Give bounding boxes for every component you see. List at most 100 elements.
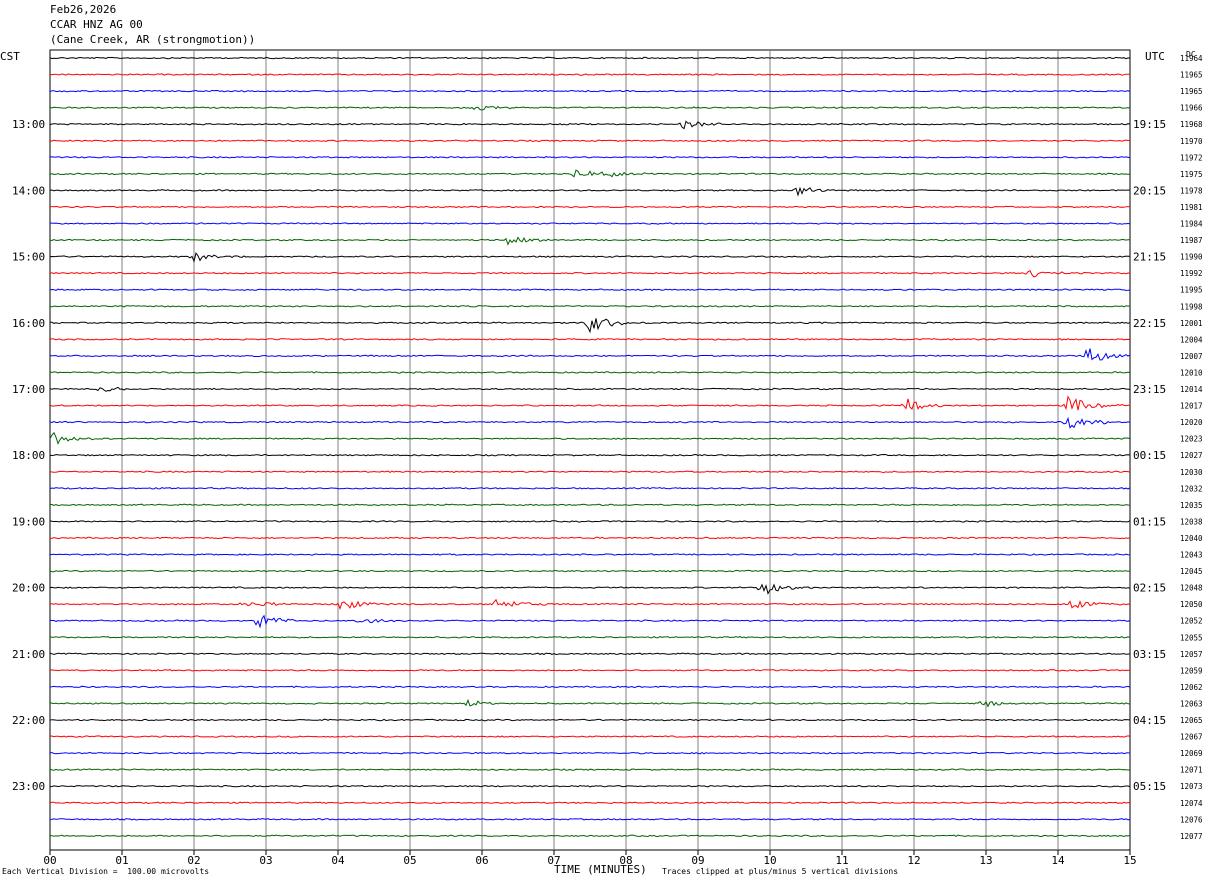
seismic-trace <box>50 503 1131 507</box>
dc-offset-label: 11972 <box>1180 153 1203 162</box>
seismic-trace <box>50 222 1131 225</box>
scale-note: Each Vertical Division = 100.00 microvol… <box>2 867 210 876</box>
dc-column-label: DC <box>1186 50 1196 59</box>
seismic-trace <box>49 636 1131 639</box>
seismic-trace <box>49 598 1131 610</box>
cst-hour-label: 18:00 <box>12 449 45 462</box>
dc-offset-label: 11968 <box>1180 120 1203 129</box>
seismic-trace <box>50 73 1131 76</box>
cst-hour-label: 22:00 <box>12 714 45 727</box>
seismic-trace <box>49 569 1131 573</box>
seismic-trace <box>49 236 1131 246</box>
dc-offset-label: 12071 <box>1180 766 1203 775</box>
dc-offset-label: 11987 <box>1180 236 1203 245</box>
utc-hour-label: 05:15 <box>1133 780 1166 793</box>
seismic-trace <box>49 251 1130 263</box>
seismic-trace <box>49 614 1131 629</box>
dc-offset-label: 12030 <box>1180 468 1203 477</box>
dc-offset-label: 12010 <box>1180 368 1203 377</box>
x-tick-label: 06 <box>475 854 488 867</box>
seismic-trace <box>49 395 1130 411</box>
dc-offset-label: 11965 <box>1180 87 1203 96</box>
cst-hour-label: 19:00 <box>12 515 45 528</box>
seismic-trace <box>49 801 1131 805</box>
dc-offset-label: 12017 <box>1180 402 1203 411</box>
x-tick-label: 12 <box>907 854 920 867</box>
cst-hour-label: 20:00 <box>12 582 45 595</box>
seismic-trace <box>49 186 1131 197</box>
seismic-trace <box>49 288 1131 291</box>
dc-offset-label: 12032 <box>1180 484 1203 493</box>
dc-offset-label: 12004 <box>1180 335 1203 344</box>
seismic-trace <box>49 169 1131 178</box>
utc-hour-label: 19:15 <box>1133 118 1166 131</box>
right-timezone-label: UTC <box>1145 50 1165 63</box>
utc-hour-label: 03:15 <box>1133 648 1166 661</box>
x-tick-label: 13 <box>979 854 992 867</box>
cst-hour-label: 23:00 <box>12 780 45 793</box>
dc-offset-label: 12023 <box>1180 435 1203 444</box>
dc-offset-label: 12059 <box>1180 666 1203 675</box>
dc-offset-label: 12057 <box>1180 650 1203 659</box>
dc-offset-label: 11965 <box>1180 71 1203 80</box>
seismic-trace <box>49 156 1131 159</box>
seismic-trace <box>49 520 1131 523</box>
seismic-trace <box>49 818 1131 821</box>
seismic-trace <box>49 338 1131 341</box>
x-tick-label: 10 <box>763 854 776 867</box>
seismic-trace <box>49 553 1131 556</box>
x-tick-label: 03 <box>259 854 272 867</box>
dc-offset-label: 11978 <box>1180 186 1203 195</box>
cst-hour-label: 16:00 <box>12 317 45 330</box>
dc-offset-label: 12027 <box>1180 451 1203 460</box>
dc-offset-label: 12048 <box>1180 584 1203 593</box>
left-timezone-label: CST <box>0 50 20 63</box>
seismic-trace <box>49 56 1131 60</box>
utc-hour-label: 21:15 <box>1133 251 1166 264</box>
dc-offset-label: 12007 <box>1180 352 1203 361</box>
dc-offset-label: 12074 <box>1180 799 1203 808</box>
dc-offset-label: 12073 <box>1180 782 1203 791</box>
clip-note: Traces clipped at plus/minus 5 vertical … <box>662 867 899 876</box>
seismic-trace <box>49 120 1131 130</box>
dc-offset-label: 11992 <box>1180 269 1203 278</box>
x-tick-label: 07 <box>547 854 560 867</box>
utc-hour-label: 04:15 <box>1133 714 1166 727</box>
dc-offset-label: 12040 <box>1180 534 1203 543</box>
utc-hour-label: 02:15 <box>1133 582 1166 595</box>
seismic-trace <box>49 536 1131 540</box>
dc-offset-label: 11998 <box>1180 302 1203 311</box>
seismic-trace <box>49 718 1131 722</box>
dc-offset-label: 12043 <box>1180 551 1203 560</box>
x-tick-label: 01 <box>115 854 128 867</box>
seismic-trace <box>49 431 1131 445</box>
dc-offset-label: 12062 <box>1180 683 1203 692</box>
seismic-trace <box>49 453 1131 457</box>
seismic-trace <box>49 652 1131 656</box>
dc-offset-label: 12065 <box>1180 716 1203 725</box>
seismic-trace <box>49 768 1131 771</box>
dc-offset-label: 12067 <box>1180 733 1203 742</box>
plot-date: Feb26,2026 <box>50 3 117 16</box>
dc-offset-label: 12076 <box>1180 815 1203 824</box>
seismic-trace <box>49 105 1131 111</box>
seismic-trace <box>49 371 1131 374</box>
dc-offset-label: 11984 <box>1180 220 1203 229</box>
seismic-trace <box>49 669 1131 672</box>
dc-offset-label: 12077 <box>1180 832 1203 841</box>
station-code: CCAR HNZ AG 00 <box>50 18 143 31</box>
utc-hour-label: 20:15 <box>1133 184 1166 197</box>
x-tick-label: 04 <box>331 854 345 867</box>
utc-hour-label: 00:15 <box>1133 449 1166 462</box>
seismic-trace <box>49 487 1131 490</box>
utc-hour-label: 23:15 <box>1133 383 1166 396</box>
dc-offset-label: 12069 <box>1180 749 1203 758</box>
cst-hour-label: 13:00 <box>12 118 45 131</box>
dc-offset-label: 12052 <box>1180 617 1203 626</box>
x-tick-label: 09 <box>691 854 704 867</box>
seismic-trace <box>49 685 1131 689</box>
seismic-trace <box>50 348 1131 361</box>
dc-offset-label: 11981 <box>1180 203 1203 212</box>
seismic-trace <box>49 470 1131 474</box>
